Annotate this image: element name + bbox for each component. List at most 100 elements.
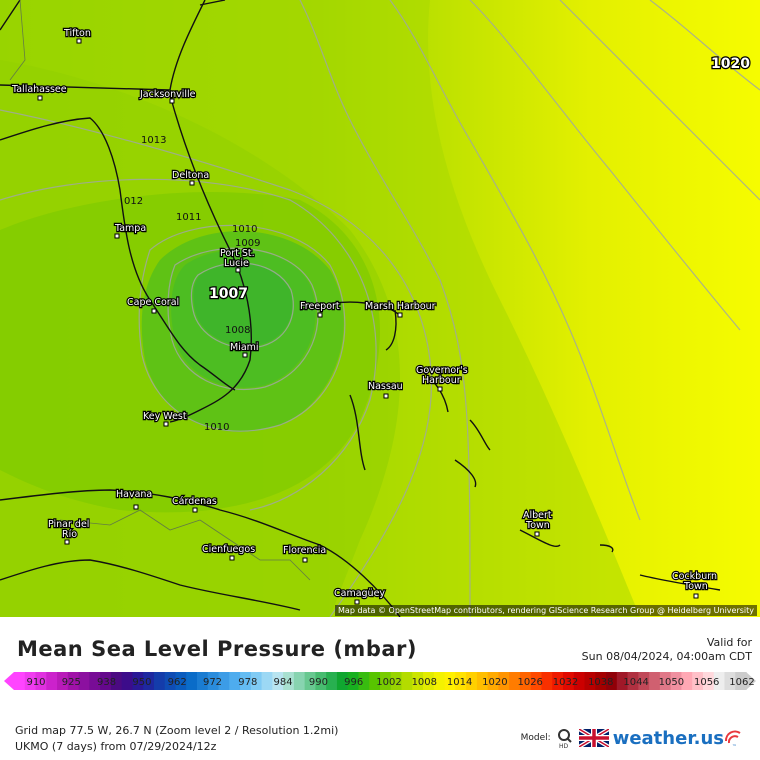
scale-cell [326, 672, 338, 690]
scale-cell [702, 672, 715, 690]
city-label-cienfuegos: Cienfuegos [202, 544, 255, 555]
city-label-cockburn-town: Cockburn Town [672, 571, 717, 592]
scale-cell [423, 672, 435, 690]
city-label-havana: Havana [116, 489, 152, 500]
city-label-key-west: Key West [143, 411, 187, 422]
scale-label: 972 [203, 677, 222, 688]
scale-cell [229, 672, 241, 690]
scale-cell [412, 672, 424, 690]
city-label-florencia: Florencia [283, 545, 326, 556]
city-label-jacksonville: Jacksonville [139, 89, 196, 100]
city-label-albert-town: Albert Town [523, 510, 552, 531]
scale-cell [315, 672, 327, 690]
scale-cell [433, 672, 446, 690]
scale-label: 990 [309, 677, 328, 688]
scale-cell [627, 672, 639, 690]
scale-cell [132, 672, 144, 690]
city-label-tifton: Tifton [63, 28, 91, 39]
city-label-miami: Miami [230, 342, 259, 353]
isobar-label-1010-south: 1010 [204, 422, 229, 433]
scale-cell [444, 672, 456, 690]
scale-label: 1062 [729, 677, 754, 688]
scale-cell [197, 672, 209, 690]
brand-block[interactable]: Model: HD weather.us ™ [521, 725, 742, 751]
scale-cell [466, 672, 478, 690]
scale-label: 938 [97, 677, 116, 688]
search-hd-icon[interactable]: HD [555, 727, 575, 749]
scale-cell [57, 672, 69, 690]
legend-footer: Grid map 77.5 W, 26.7 N (Zoom level 2 / … [15, 723, 338, 755]
svg-text:HD: HD [559, 743, 569, 749]
scale-cell [304, 672, 317, 690]
scale-cell [283, 672, 295, 690]
city-label-tampa: Tampa [114, 223, 146, 234]
scale-label: 1032 [553, 677, 578, 688]
scale-cell [606, 672, 618, 690]
model-info: UKMO (7 days) from 07/29/2024/12z [15, 740, 217, 753]
scale-cell [164, 672, 177, 690]
isobar-label-1011: 1011 [176, 212, 201, 223]
scale-label: 1002 [376, 677, 401, 688]
scale-cell [455, 672, 467, 690]
isobar-label-1010-north: 1010 [232, 224, 257, 235]
scale-cell [100, 672, 112, 690]
scale-cell [186, 672, 198, 690]
borders [9, 0, 311, 581]
scale-label: 950 [132, 677, 151, 688]
scale-label: 1026 [517, 677, 542, 688]
scale-cell [380, 672, 392, 690]
scale-cell [89, 672, 101, 690]
scale-label: 1014 [447, 677, 472, 688]
scale-cell [110, 672, 123, 690]
city-label-tallahassee: Tallahassee [11, 84, 67, 95]
map-canvas: Tifton Tallahassee Jacksonville Deltona … [0, 0, 760, 617]
city-label-nassau: Nassau [368, 381, 403, 392]
color-scale: 910 925 938 950 962 972 978 984 990 996 1002 1008 10… [0, 668, 760, 698]
scale-cell [670, 672, 683, 690]
scale-cell [541, 672, 553, 690]
scale-cell [649, 672, 661, 690]
scale-cell [143, 672, 155, 690]
isobar-label-1013: 1013 [141, 135, 166, 146]
scale-cell [563, 672, 575, 690]
scale-label: 1008 [412, 677, 437, 688]
city-label-governors-harbour: Governor's Harbour [416, 365, 468, 386]
scale-cell [175, 672, 187, 690]
isobar-label-1008: 1008 [225, 325, 250, 336]
scale-cell [153, 672, 166, 690]
map-attribution: Map data © OpenStreetMap contributors, r… [335, 605, 757, 616]
scale-cell [14, 672, 26, 690]
scale-cell [293, 672, 306, 690]
city-label-port-st-lucie: Port St. Lucie [220, 248, 255, 269]
city-label-pinar-del-rio: Pinar del Río [48, 519, 89, 540]
scale-cell [401, 672, 413, 690]
legend-panel: Mean Sea Level Pressure (mbar) Valid for… [0, 617, 760, 760]
brand-logo-icon: ™ [725, 730, 741, 749]
scale-cell [530, 672, 543, 690]
isobar-lines [0, 0, 760, 617]
scale-cell [121, 672, 134, 690]
scale-label: 925 [62, 677, 81, 688]
coastlines [0, 0, 721, 617]
legend-title: Mean Sea Level Pressure (mbar) [17, 637, 417, 661]
scale-cell [659, 672, 672, 690]
pressure-map[interactable]: Tifton Tallahassee Jacksonville Deltona … [0, 0, 760, 617]
valid-time: Sun 08/04/2024, 04:00am CDT [581, 650, 752, 663]
uk-flag-icon[interactable] [578, 729, 609, 747]
scale-cell [390, 672, 403, 690]
scale-cell [519, 672, 532, 690]
scale-cell [638, 672, 650, 690]
city-label-deltona: Deltona [172, 170, 209, 181]
scale-cell [24, 672, 37, 690]
valid-time-block: Valid for Sun 08/04/2024, 04:00am CDT [582, 636, 752, 664]
scale-label: 1044 [623, 677, 648, 688]
scale-label: 978 [238, 677, 257, 688]
grid-info: Grid map 77.5 W, 26.7 N (Zoom level 2 / … [15, 724, 339, 737]
scale-cell [46, 672, 58, 690]
city-label-marsh-harbour: Marsh Harbour [365, 301, 436, 312]
scale-cell [616, 672, 629, 690]
brand-name[interactable]: weather.us [612, 727, 724, 749]
scale-arrow-right [746, 672, 756, 690]
scale-cell [476, 672, 489, 690]
scale-cell [692, 672, 704, 690]
